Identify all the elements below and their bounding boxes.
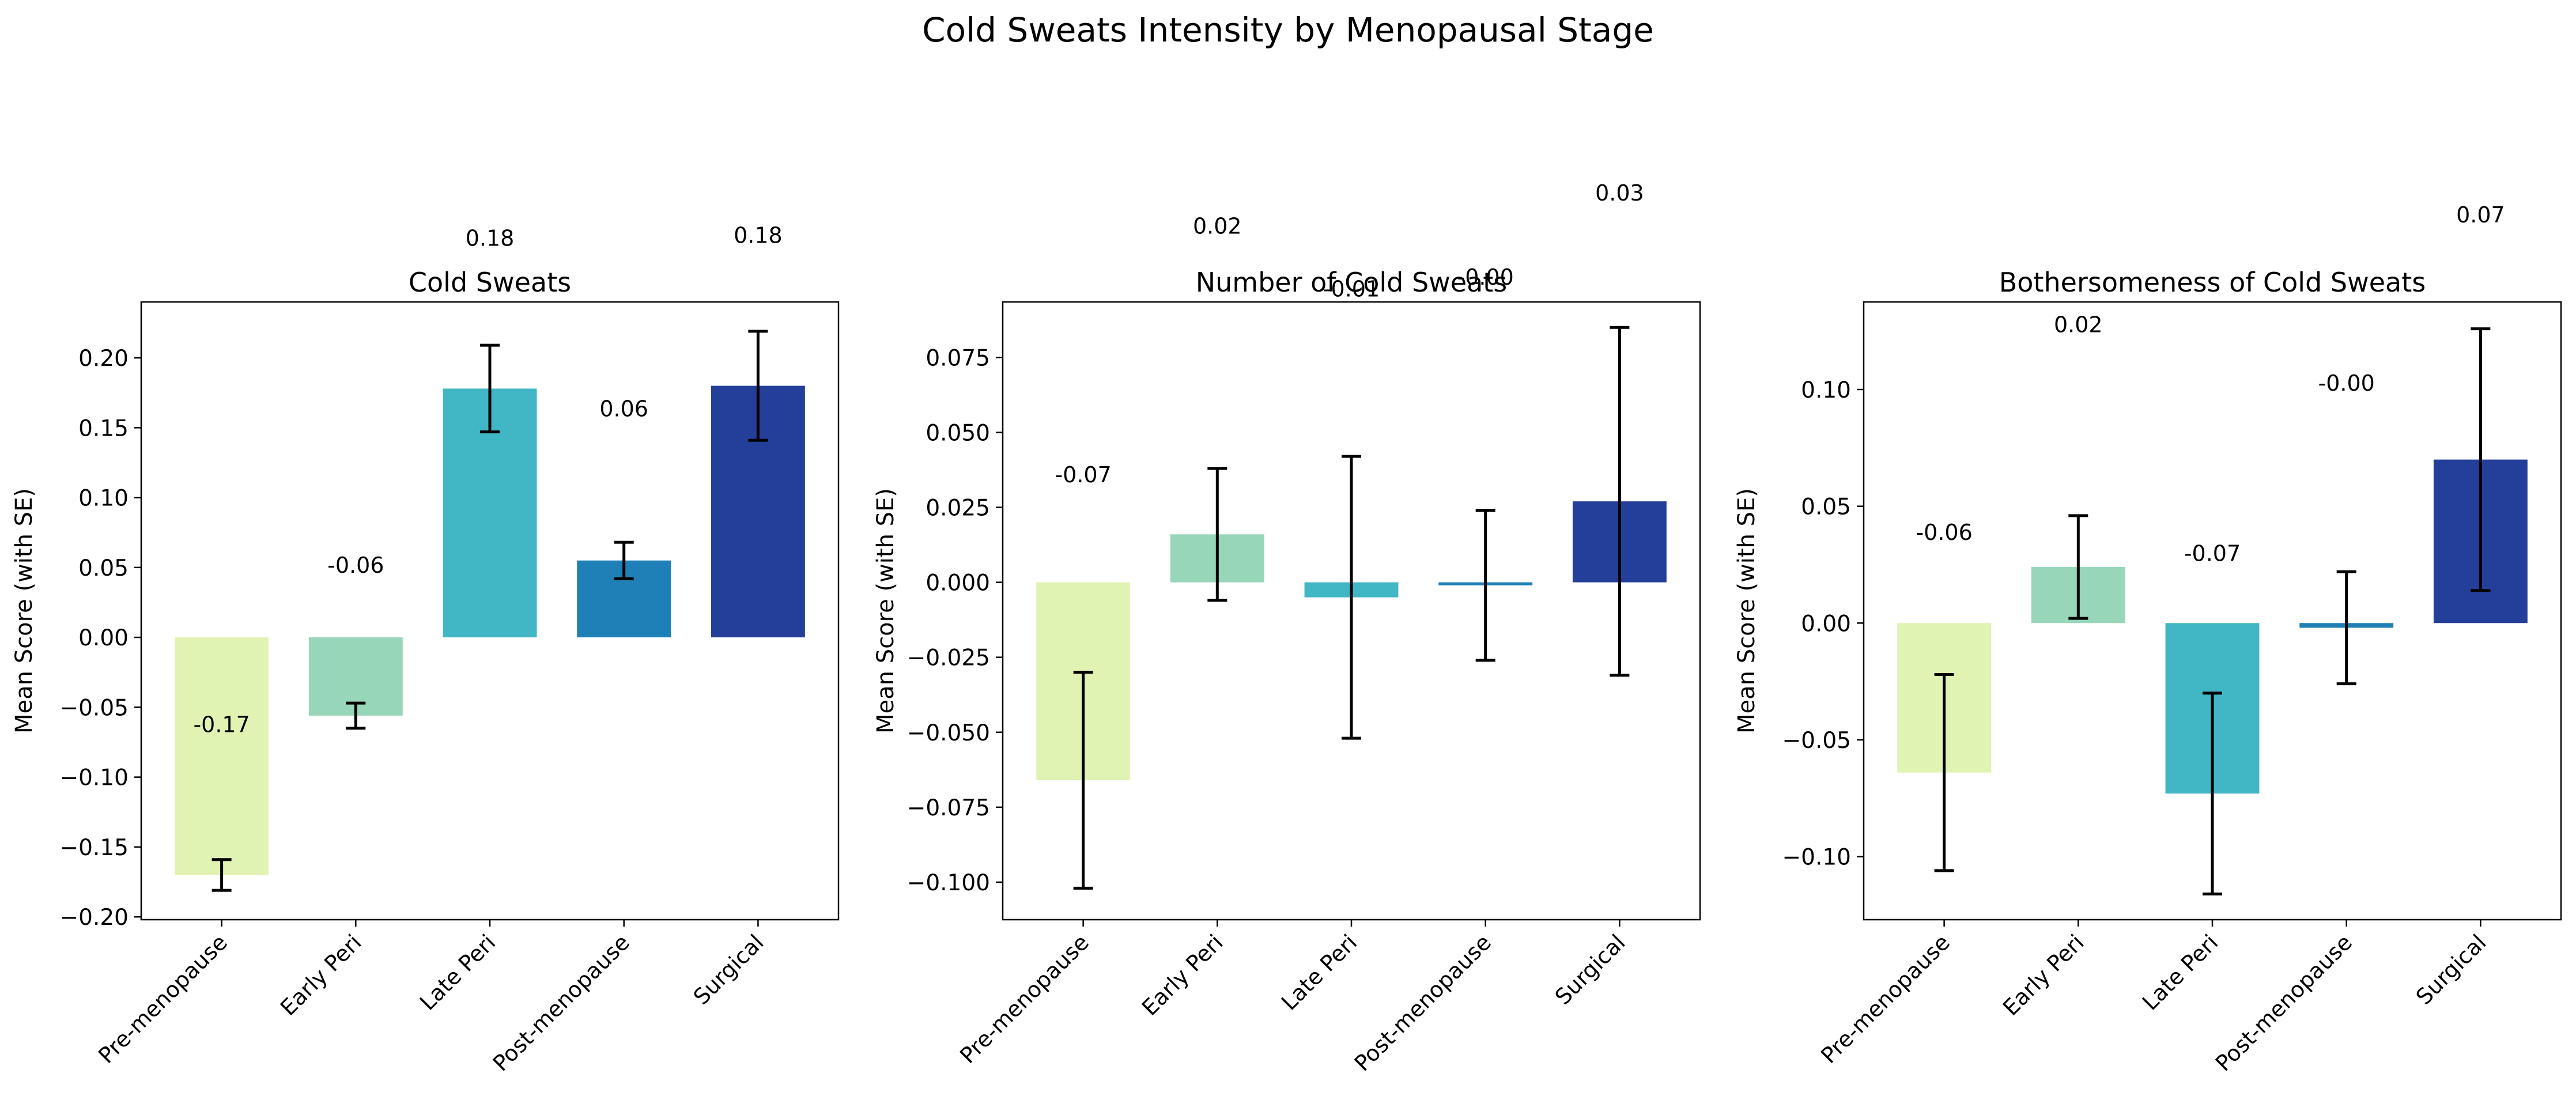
- y-axis-label: Mean Score (with SE): [11, 488, 37, 734]
- x-tick-label: Surgical: [689, 929, 769, 1010]
- data-label: 0.02: [1193, 213, 1242, 239]
- data-label: 0.07: [2456, 202, 2505, 228]
- data-label: -0.06: [1916, 520, 1972, 545]
- data-label: -0.00: [1457, 264, 1514, 290]
- subplot-title: Bothersomeness of Cold Sweats: [1999, 267, 2426, 298]
- data-label: 0.06: [599, 396, 648, 421]
- bar-pre-menopause: [175, 637, 269, 875]
- data-label: -0.01: [1323, 277, 1380, 302]
- y-tick-label: 0.15: [78, 415, 129, 441]
- y-tick-label: −0.05: [1782, 728, 1851, 754]
- y-tick-label: −0.10: [59, 765, 129, 791]
- y-tick-label: 0.025: [926, 495, 990, 521]
- panel-bothersomeness-of-cold-sweats: Bothersomeness of Cold Sweats Mean Score …: [1733, 202, 2562, 1076]
- data-label: 0.02: [2054, 312, 2103, 338]
- x-tick-label: Post-menopause: [488, 929, 634, 1076]
- y-tick-label: −0.025: [907, 645, 990, 671]
- y-tick-label: −0.15: [59, 835, 129, 861]
- x-tick-label: Early Peri: [1998, 929, 2089, 1021]
- y-axis-label: Mean Score (with SE): [872, 488, 899, 734]
- x-tick-label: Late Peri: [1276, 929, 1362, 1015]
- subplot-title: Cold Sweats: [409, 267, 571, 298]
- y-tick-label: −0.20: [59, 905, 129, 931]
- y-tick-label: 0.20: [78, 346, 129, 372]
- axes-frame: [1002, 301, 1701, 921]
- y-tick-label: 0.00: [1801, 611, 1851, 637]
- y-tick-label: 0.000: [926, 570, 990, 596]
- data-label: -0.07: [2184, 541, 2241, 566]
- data-label: -0.00: [2318, 371, 2375, 396]
- subplot-title: Number of Cold Sweats: [1196, 267, 1508, 298]
- x-tick-label: Pre-menopause: [955, 929, 1094, 1068]
- y-tick-label: −0.05: [59, 695, 129, 721]
- x-tick-label: Surgical: [2411, 929, 2491, 1010]
- x-tick-label: Early Peri: [275, 929, 367, 1021]
- x-tick-label: Late Peri: [2137, 929, 2223, 1015]
- x-tick-label: Pre-menopause: [1816, 929, 1955, 1068]
- y-tick-label: 0.05: [1801, 494, 1851, 520]
- data-label: 0.03: [1595, 180, 1644, 206]
- panel-number-of-cold-sweats: Number of Cold Sweats Mean Score (with SE…: [872, 180, 1701, 1076]
- y-tick-label: 0.10: [78, 486, 129, 512]
- x-tick-label: Surgical: [1550, 929, 1630, 1010]
- y-tick-label: −0.10: [1782, 845, 1851, 871]
- figure-title: Cold Sweats Intensity by Menopausal Stag…: [922, 10, 1654, 50]
- y-tick-label: −0.100: [907, 870, 990, 896]
- y-tick-label: 0.075: [926, 345, 990, 371]
- y-axis-label: Mean Score (with SE): [1733, 488, 1760, 734]
- y-tick-label: −0.050: [907, 720, 990, 746]
- x-tick-label: Early Peri: [1137, 929, 1228, 1021]
- axes-frame: [1863, 301, 2562, 921]
- x-tick-label: Late Peri: [415, 929, 500, 1015]
- data-label: -0.07: [1055, 462, 1111, 487]
- x-tick-label: Post-menopause: [2211, 929, 2357, 1076]
- x-tick-label: Pre-menopause: [93, 929, 232, 1068]
- data-label: 0.18: [466, 225, 515, 251]
- y-tick-label: 0.10: [1801, 377, 1851, 403]
- y-tick-label: 0.05: [78, 555, 129, 581]
- panel-cold-sweats: Cold Sweats Mean Score (with SE) −0.20 −0.1…: [11, 223, 840, 1076]
- y-tick-label: 0.00: [78, 625, 129, 651]
- x-tick-label: Post-menopause: [1350, 929, 1496, 1076]
- axes-frame: [140, 301, 840, 921]
- data-label: 0.18: [734, 223, 783, 248]
- data-label: -0.17: [193, 712, 250, 737]
- y-tick-label: 0.050: [926, 420, 990, 446]
- data-label: -0.06: [327, 553, 384, 578]
- y-tick-label: −0.075: [907, 795, 990, 821]
